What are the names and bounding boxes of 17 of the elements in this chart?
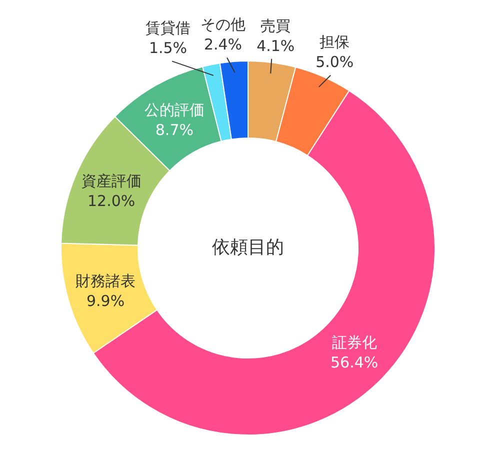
data-label: 12.0% — [88, 192, 136, 210]
data-label: 9.9% — [86, 292, 125, 310]
slice-label: 売買 — [260, 16, 291, 35]
data-label: 2.4% — [204, 36, 242, 54]
data-label: 4.1% — [256, 36, 295, 55]
data-label: 8.7% — [155, 121, 194, 140]
data-label: 1.5% — [148, 39, 188, 58]
text: 依頼目的 — [212, 237, 284, 258]
data-label: 5.0% — [316, 53, 354, 72]
slice-label: 資産評価 — [81, 172, 142, 190]
slice-label: 公的評価 — [144, 101, 204, 120]
slice-label: 証券化 — [332, 334, 377, 352]
slice-label: 担保 — [320, 33, 350, 52]
slice-label: その他 — [200, 16, 246, 34]
slice-label: 賃貸借 — [146, 19, 190, 38]
slice-label: 財務諸表 — [76, 272, 136, 290]
data-label: 56.4% — [330, 354, 378, 372]
